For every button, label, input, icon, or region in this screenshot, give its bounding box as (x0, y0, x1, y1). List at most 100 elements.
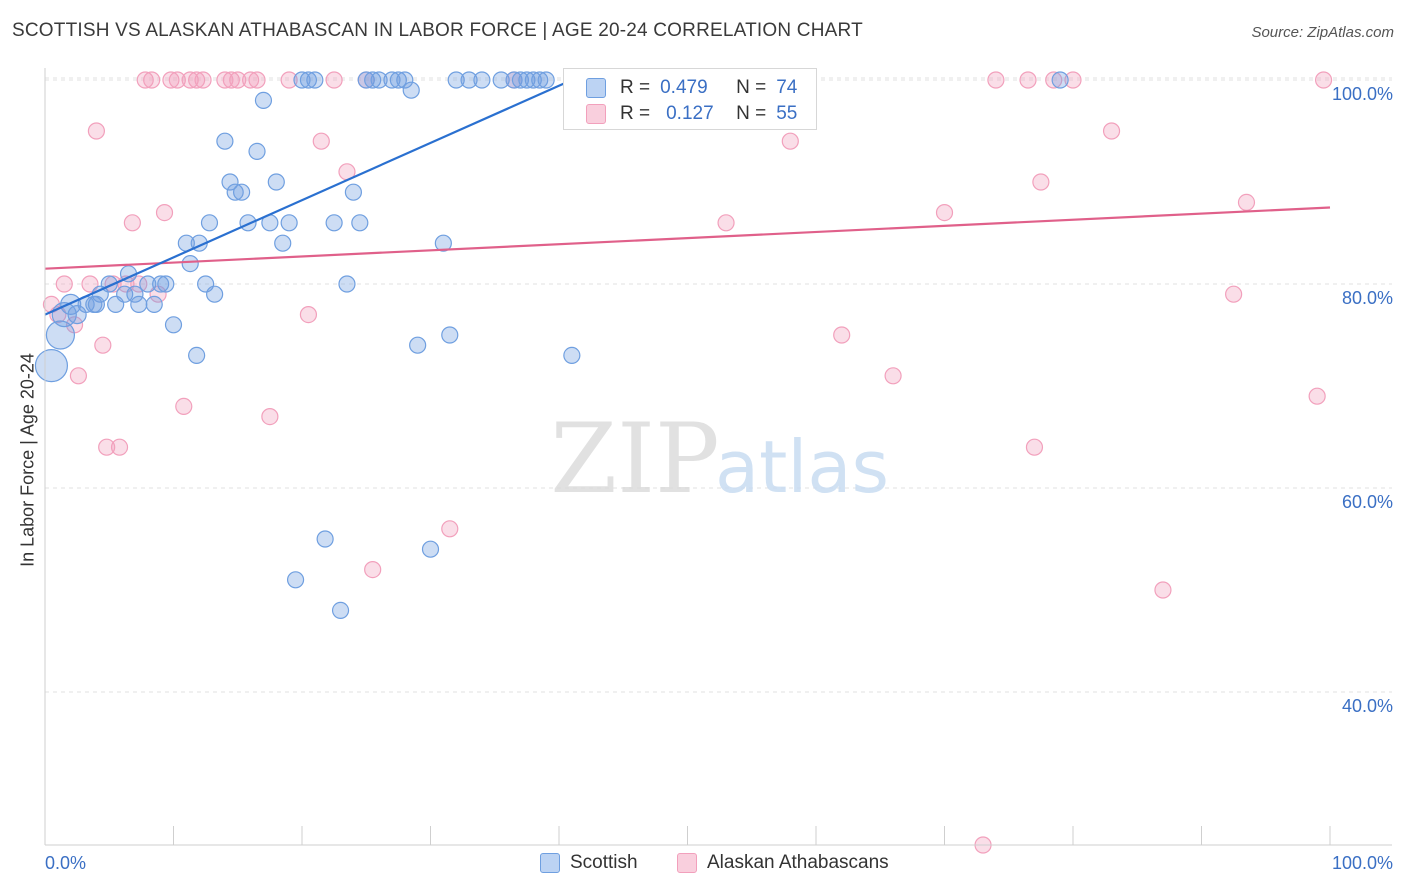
athabascan-point (136, 71, 154, 89)
athabascan-point (222, 71, 240, 89)
scottish-point (383, 71, 401, 89)
scottish-point (325, 214, 343, 232)
athabascan-point (1308, 387, 1326, 405)
x-tick-label: 0.0% (45, 853, 86, 873)
scottish-point (421, 540, 440, 558)
scottish-point (254, 91, 273, 110)
stats-row-scottish: R = 0.479 N = 74 (586, 77, 797, 99)
x-tick-label: 100.0% (1332, 853, 1393, 873)
scottish-point (145, 295, 163, 313)
scottish-point (306, 71, 324, 89)
athabascan-point (1064, 71, 1082, 89)
scottish-point (233, 183, 251, 201)
axes: 40.0% 60.0% 80.0% 100.0% 0.0% 100.0% (44, 68, 1393, 873)
scottish-point (45, 320, 76, 350)
scottish-point (267, 173, 285, 191)
trend-lines (44, 78, 1331, 316)
athabascan-point (242, 71, 260, 89)
athabascan-point (987, 71, 1005, 89)
r-label: R = (620, 103, 651, 124)
scottish-point (274, 234, 292, 252)
athabascan-legend-icon (677, 853, 697, 873)
scottish-point (441, 326, 459, 344)
scottish-point (364, 71, 382, 89)
scottish-point (139, 275, 157, 293)
athabascan-point (884, 367, 902, 385)
legend-item-scottish[interactable]: Scottish (540, 852, 638, 874)
legend-item-athabascan[interactable]: Alaskan Athabascans (677, 852, 889, 874)
scottish-point (221, 173, 239, 191)
scottish-point (389, 71, 407, 89)
r-value: 0.479 (660, 77, 708, 98)
y-tick-label: 80.0% (1342, 288, 1393, 308)
athabascan-point (1314, 71, 1333, 89)
scottish-point (126, 285, 144, 303)
chart-title: SCOTTISH VS ALASKAN ATHABASCAN IN LABOR … (12, 20, 863, 41)
scottish-point (293, 71, 311, 89)
watermark-zip: ZIP (550, 403, 719, 515)
scottish-point (188, 346, 206, 364)
scottish-point (280, 214, 298, 232)
athabascan-point (55, 275, 73, 293)
athabascan-point (175, 397, 193, 415)
athabascan-point (98, 438, 116, 456)
scottish-point (409, 336, 427, 354)
athabascan-point (1045, 71, 1063, 89)
watermark-atlas: atlas (715, 425, 889, 509)
scottish-point (357, 71, 375, 89)
scottish-point (181, 255, 199, 273)
scottish-point (34, 349, 69, 383)
scottish-point (396, 71, 414, 89)
athabascan-point (110, 438, 129, 456)
scottish-point (370, 71, 388, 89)
scottish-point (492, 71, 510, 89)
scottish-point (1051, 71, 1069, 89)
n-value: 55 (776, 103, 798, 124)
athabascan-point (81, 275, 99, 293)
athabascan-point (781, 132, 799, 150)
stats-row-athabascan: R = 0.127 N = 55 (586, 103, 797, 125)
scottish-point (460, 71, 478, 89)
athabascan-point (833, 326, 851, 344)
scottish-point (152, 275, 170, 293)
athabascan-point (1154, 581, 1172, 599)
athabascan-point (248, 71, 266, 89)
athabascan-point (1025, 438, 1044, 456)
athabascan-point (188, 71, 206, 89)
scottish-point (531, 71, 549, 89)
scottish-point (563, 346, 581, 364)
scottish-point (286, 571, 305, 589)
n-label: N = (736, 103, 767, 124)
athabascan-point (229, 71, 247, 89)
athabascan-point (325, 71, 343, 89)
athabascan-point (935, 204, 954, 222)
y-tick-label: 100.0% (1332, 84, 1393, 104)
scottish-points (34, 71, 1069, 620)
stats-legend: R = 0.479 N = 74 R = 0.127 N = 55 (563, 68, 817, 130)
athabascan-point (168, 71, 186, 89)
scottish-point (60, 293, 82, 315)
athabascan-point (1237, 193, 1256, 211)
athabascan-point (94, 336, 112, 354)
athabascan-point (216, 71, 234, 89)
scottish-point (511, 71, 530, 89)
scottish-point (537, 71, 555, 89)
scottish-trend-line (44, 78, 573, 316)
scottish-point (518, 71, 536, 89)
athabascan-point (130, 275, 148, 293)
scottish-point (447, 71, 465, 89)
scottish-point (299, 71, 318, 89)
scottish-point (351, 214, 369, 232)
athabascan-point (162, 71, 180, 89)
scottish-point (130, 295, 148, 313)
r-value: 0.127 (666, 103, 714, 124)
athabascan-point (441, 520, 459, 538)
athabascan-point (123, 214, 141, 232)
scottish-point (434, 234, 452, 252)
scottish-point (164, 316, 183, 334)
athabascan-point (280, 71, 298, 89)
athabascan-point (717, 214, 735, 232)
y-tick-label: 40.0% (1342, 696, 1393, 716)
scottish-point (67, 305, 87, 325)
scottish-point (338, 275, 356, 293)
